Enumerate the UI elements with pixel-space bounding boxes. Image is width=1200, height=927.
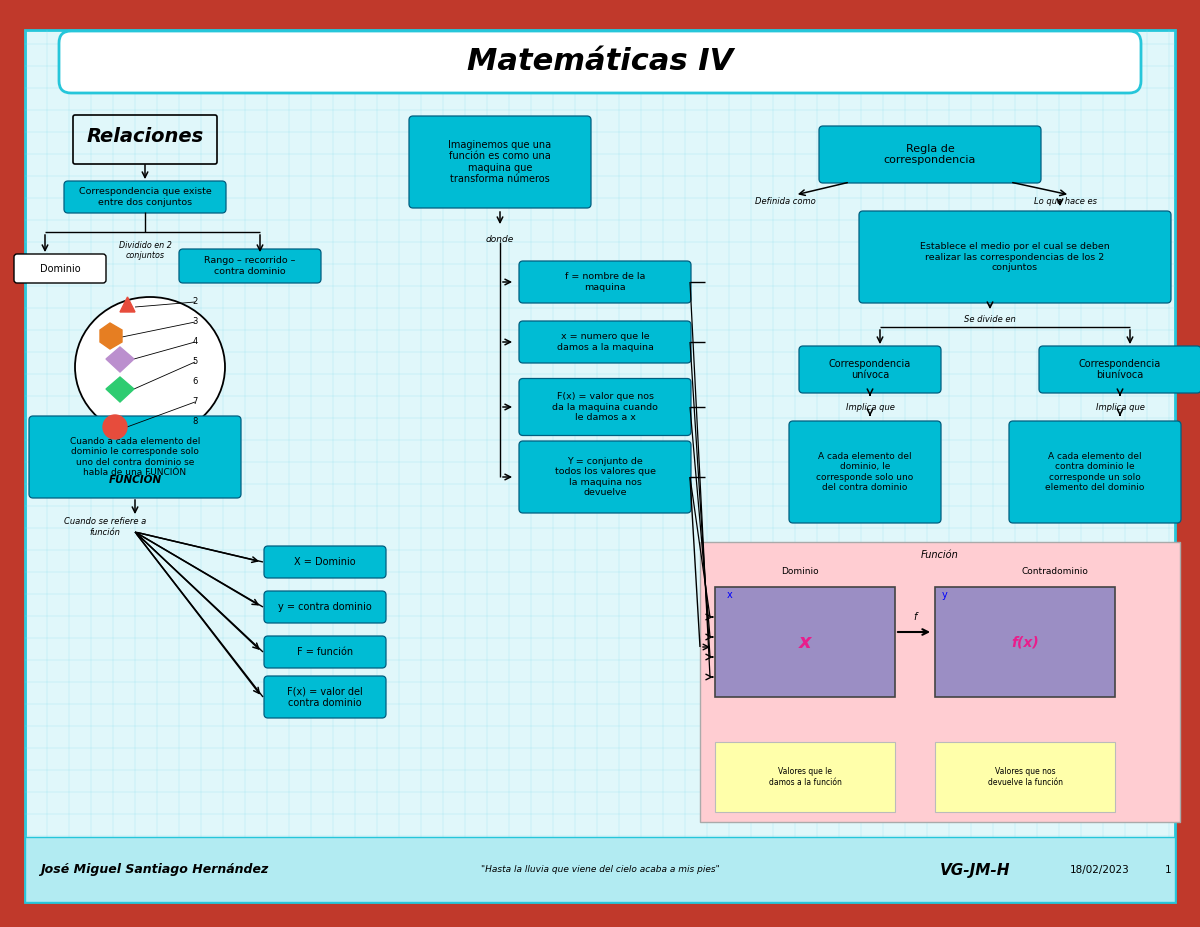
- Text: Regla de
correspondencia: Regla de correspondencia: [884, 144, 976, 165]
- Text: f = nombre de la
maquina: f = nombre de la maquina: [565, 273, 646, 292]
- Text: x = numero que le
damos a la maquina: x = numero que le damos a la maquina: [557, 332, 654, 351]
- FancyBboxPatch shape: [29, 416, 241, 498]
- Text: 2: 2: [192, 298, 198, 307]
- Text: y = contra dominio: y = contra dominio: [278, 602, 372, 612]
- Text: 4: 4: [192, 337, 198, 347]
- Text: 3: 3: [192, 318, 198, 326]
- Polygon shape: [106, 347, 134, 372]
- Text: 8: 8: [192, 417, 198, 426]
- Text: 1: 1: [1165, 865, 1171, 875]
- Polygon shape: [120, 297, 136, 312]
- Text: Imaginemos que una
función es como una
maquina que
transforma números: Imaginemos que una función es como una m…: [449, 140, 552, 184]
- Text: Definida como: Definida como: [755, 197, 815, 207]
- Text: Cuando se refiere a
función: Cuando se refiere a función: [64, 517, 146, 537]
- Text: "Hasta la lluvia que viene del cielo acaba a mis pies": "Hasta la lluvia que viene del cielo aca…: [481, 866, 719, 874]
- Text: VG-JM-H: VG-JM-H: [940, 862, 1010, 878]
- Text: y: y: [942, 590, 948, 600]
- FancyBboxPatch shape: [935, 742, 1115, 812]
- Circle shape: [103, 415, 127, 439]
- FancyBboxPatch shape: [409, 116, 592, 208]
- Text: f: f: [913, 612, 917, 622]
- FancyBboxPatch shape: [264, 636, 386, 668]
- FancyBboxPatch shape: [935, 587, 1115, 697]
- Text: Rango – recorrido –
contra dominio: Rango – recorrido – contra dominio: [204, 256, 295, 275]
- FancyBboxPatch shape: [264, 546, 386, 578]
- Text: F = función: F = función: [296, 647, 353, 657]
- Text: Valores que nos
devuelve la función: Valores que nos devuelve la función: [988, 768, 1062, 787]
- FancyBboxPatch shape: [790, 421, 941, 523]
- FancyBboxPatch shape: [64, 181, 226, 213]
- Text: Lo que hace es: Lo que hace es: [1033, 197, 1097, 207]
- FancyBboxPatch shape: [264, 591, 386, 623]
- FancyBboxPatch shape: [520, 261, 691, 303]
- Polygon shape: [106, 377, 134, 402]
- FancyBboxPatch shape: [859, 211, 1171, 303]
- Text: A cada elemento del
contra dominio le
corresponde un solo
elemento del dominio: A cada elemento del contra dominio le co…: [1045, 451, 1145, 492]
- Text: Dominio: Dominio: [781, 567, 818, 577]
- Text: 18/02/2023: 18/02/2023: [1070, 865, 1129, 875]
- Text: Implica que: Implica que: [846, 402, 894, 412]
- Text: f(x): f(x): [1012, 635, 1039, 649]
- Text: FUNCIÓN: FUNCIÓN: [108, 475, 162, 485]
- FancyBboxPatch shape: [715, 587, 895, 697]
- Text: Correspondencia que existe
entre dos conjuntos: Correspondencia que existe entre dos con…: [79, 187, 211, 207]
- Text: donde: donde: [486, 235, 514, 244]
- Text: Se divide en: Se divide en: [964, 314, 1016, 324]
- FancyBboxPatch shape: [715, 742, 895, 812]
- Text: 7: 7: [192, 398, 198, 407]
- FancyBboxPatch shape: [520, 378, 691, 436]
- Text: Valores que le
damos a la función: Valores que le damos a la función: [768, 768, 841, 787]
- Text: Establece el medio por el cual se deben
realizar las correspondencias de los 2
c: Establece el medio por el cual se deben …: [920, 242, 1110, 272]
- Text: Cuando a cada elemento del
dominio le corresponde solo
uno del contra dominio se: Cuando a cada elemento del dominio le co…: [70, 437, 200, 477]
- FancyBboxPatch shape: [25, 30, 1175, 902]
- Polygon shape: [100, 323, 122, 349]
- FancyBboxPatch shape: [520, 441, 691, 513]
- FancyBboxPatch shape: [59, 31, 1141, 93]
- Text: F(x) = valor del
contra dominio: F(x) = valor del contra dominio: [287, 686, 362, 708]
- FancyBboxPatch shape: [25, 837, 1175, 902]
- Text: Correspondencia
unívoca: Correspondencia unívoca: [829, 359, 911, 380]
- Text: X = Dominio: X = Dominio: [294, 557, 356, 567]
- FancyBboxPatch shape: [179, 249, 322, 283]
- Text: Correspondencia
biunívoca: Correspondencia biunívoca: [1079, 359, 1162, 380]
- Ellipse shape: [76, 297, 226, 437]
- FancyBboxPatch shape: [264, 676, 386, 718]
- Text: Contradominio: Contradominio: [1021, 567, 1088, 577]
- Text: 5: 5: [192, 358, 198, 366]
- Text: 6: 6: [192, 377, 198, 387]
- Text: Función: Función: [922, 550, 959, 560]
- Text: Implica que: Implica que: [1096, 402, 1145, 412]
- FancyBboxPatch shape: [820, 126, 1042, 183]
- FancyBboxPatch shape: [14, 254, 106, 283]
- FancyBboxPatch shape: [799, 346, 941, 393]
- Text: Dividido en 2
conjuntos: Dividido en 2 conjuntos: [119, 241, 172, 260]
- Text: Y = conjunto de
todos los valores que
la maquina nos
devuelve: Y = conjunto de todos los valores que la…: [554, 457, 655, 497]
- Text: Relaciones: Relaciones: [86, 128, 204, 146]
- Text: x: x: [727, 590, 733, 600]
- FancyBboxPatch shape: [700, 542, 1180, 822]
- Text: Matemáticas IV: Matemáticas IV: [467, 47, 733, 77]
- FancyBboxPatch shape: [1009, 421, 1181, 523]
- Text: A cada elemento del
dominio, le
corresponde solo uno
del contra dominio: A cada elemento del dominio, le correspo…: [816, 451, 913, 492]
- Text: José Miguel Santiago Hernández: José Miguel Santiago Hernández: [40, 863, 269, 877]
- Text: x: x: [799, 632, 811, 652]
- Text: F(x) = valor que nos
da la maquina cuando
le damos a x: F(x) = valor que nos da la maquina cuand…: [552, 392, 658, 422]
- FancyBboxPatch shape: [1039, 346, 1200, 393]
- Text: Dominio: Dominio: [40, 263, 80, 273]
- FancyBboxPatch shape: [520, 321, 691, 363]
